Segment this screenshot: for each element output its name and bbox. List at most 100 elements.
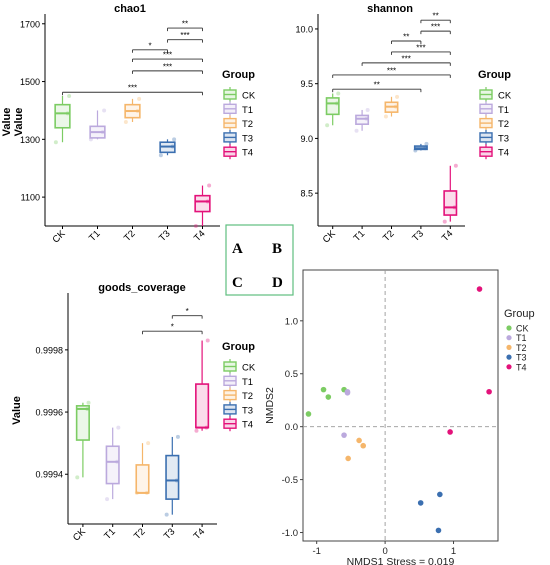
x-tick-label: -1 <box>312 546 320 557</box>
significance-label: * <box>186 307 189 316</box>
sample-point <box>194 428 199 433</box>
legend-label: T4 <box>242 420 253 431</box>
legend-label: T4 <box>516 362 527 372</box>
sample-point <box>193 224 198 228</box>
legend-c: Group CK T1 T2 T3 T4 <box>222 341 256 432</box>
legend-label: T3 <box>242 405 253 416</box>
box-t4 <box>442 163 458 224</box>
significance-label: * <box>148 41 151 50</box>
box-iqr <box>355 114 370 125</box>
x-tick-label: T3 <box>162 526 178 542</box>
y-tick-label: 9.5 <box>300 79 313 89</box>
y-tick-label: 8.5 <box>300 189 313 199</box>
sample-point <box>86 400 91 405</box>
legend-title: Group <box>222 69 255 81</box>
box-ck <box>75 400 91 480</box>
sample-point <box>335 101 340 106</box>
box-iqr <box>195 383 210 429</box>
significance-label: *** <box>387 66 396 75</box>
sample-point <box>100 130 105 135</box>
point-t2 <box>360 442 367 449</box>
legend-title: Group <box>478 69 511 81</box>
legend-label: T2 <box>242 391 253 402</box>
x-tick-label: CK <box>321 228 339 246</box>
sample-point <box>395 94 400 99</box>
sample-point <box>423 146 428 151</box>
box-ck <box>325 91 341 128</box>
legend-label: CK <box>242 363 256 374</box>
y-tick-label: 0.9996 <box>35 408 63 418</box>
legend-item-t4: T4 <box>223 416 253 432</box>
sample-point <box>135 109 140 114</box>
sample-point <box>172 137 177 142</box>
x-tick-label: T4 <box>192 526 208 542</box>
legend-item-t3: T3 <box>223 401 253 417</box>
sample-point <box>393 104 398 109</box>
x-tick-label: T4 <box>440 228 456 244</box>
significance-bracket: *** <box>332 66 451 78</box>
panel-letter-b: B <box>272 241 282 257</box>
legend-dot <box>506 325 512 331</box>
sample-point <box>452 205 457 210</box>
legend-item-ck: CK <box>223 87 256 102</box>
significance-label: ** <box>182 20 188 29</box>
significance-bracket: * <box>142 323 203 335</box>
significance-bracket: ** <box>391 32 422 44</box>
legend-title: Group <box>504 308 535 320</box>
x-tick-label: T2 <box>132 526 148 542</box>
sample-point <box>115 459 120 464</box>
legend-label: T4 <box>242 148 253 159</box>
sample-point <box>354 128 359 133</box>
legend-item-t4: T4 <box>223 144 253 160</box>
significance-bracket: * <box>171 307 203 319</box>
box-t2 <box>383 94 400 119</box>
x-tick-label: CK <box>51 228 69 246</box>
sample-point <box>174 478 179 483</box>
point-t3 <box>435 527 442 534</box>
x-tick-label: T1 <box>87 228 103 244</box>
y-axis-label: Value <box>13 108 25 137</box>
y-tick-label: 0.9998 <box>35 345 63 355</box>
box-t4 <box>193 183 212 228</box>
box-t3 <box>158 137 177 158</box>
legend-item-t1: T1 <box>506 333 527 343</box>
sample-point <box>442 219 447 224</box>
panel-letter-c: C <box>232 275 243 291</box>
panel-letter-a: A <box>232 241 243 257</box>
legend-label: T4 <box>498 148 509 159</box>
box-iqr <box>54 103 71 129</box>
legend-item-t4: T4 <box>479 144 509 160</box>
sample-point <box>85 406 90 411</box>
significance-bracket: *** <box>132 62 203 74</box>
legend-label: CK <box>516 324 529 334</box>
legend-item-t3: T3 <box>479 129 509 145</box>
panel-letter-frame <box>225 224 294 296</box>
y-axis-label: Value <box>11 396 23 425</box>
chart-title: goods_coverage <box>98 282 185 294</box>
y-tick-label: 1100 <box>21 193 40 203</box>
legend-item-t2: T2 <box>479 115 509 131</box>
sample-point <box>123 120 128 124</box>
legend-dot <box>506 335 512 341</box>
sample-point <box>453 163 458 168</box>
significance-bracket: *** <box>132 51 203 63</box>
significance-label: *** <box>180 31 189 40</box>
sample-point <box>102 108 107 113</box>
point-t4 <box>447 429 453 435</box>
significance-bracket: *** <box>62 84 203 96</box>
y-axis-label: Value <box>1 108 13 137</box>
point-ck <box>305 411 312 417</box>
sample-point <box>204 425 209 430</box>
y-tick-label: 1300 <box>20 135 40 145</box>
x-tick-label: 1 <box>451 546 456 557</box>
sample-point <box>134 490 139 495</box>
significance-bracket: *** <box>167 31 203 43</box>
box-t3 <box>164 434 180 517</box>
point-t2 <box>356 437 362 444</box>
legend-item-t2: T2 <box>223 115 253 131</box>
x-tick-label: T1 <box>352 228 368 244</box>
legend-item-ck: CK <box>223 359 256 374</box>
point-t3 <box>437 491 443 498</box>
